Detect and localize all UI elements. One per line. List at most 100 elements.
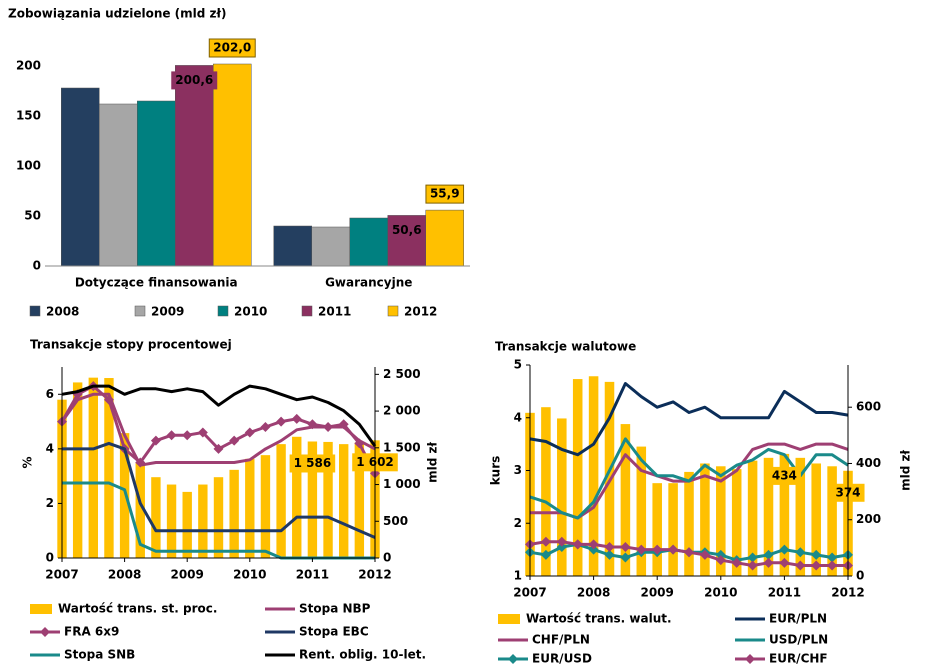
marker [260, 422, 271, 433]
bar [311, 226, 350, 267]
y2-tick-label: 600 [856, 400, 881, 414]
legend-marker [40, 627, 50, 637]
marker [795, 547, 806, 558]
marker [636, 544, 647, 555]
x-tick-label: 2007 [45, 568, 78, 582]
legend-label: 2009 [151, 305, 184, 319]
bar [636, 446, 647, 576]
marker [166, 430, 177, 441]
marker [150, 435, 161, 446]
x-tick-label: 2007 [513, 586, 546, 600]
value-label: 1 586 [294, 456, 332, 470]
y-tick-label: 200 [16, 59, 41, 73]
bar [260, 455, 271, 558]
bar [119, 433, 130, 558]
marker [811, 560, 822, 571]
line-series [62, 441, 376, 539]
legend-label: FRA 6x9 [64, 625, 119, 639]
y-tick-label: 4 [514, 410, 522, 424]
x-tick-label: 2008 [577, 586, 610, 600]
marker [354, 438, 365, 449]
marker [604, 549, 615, 560]
line-series [61, 384, 377, 447]
marker [556, 541, 567, 552]
bar [323, 441, 333, 558]
marker [827, 552, 838, 563]
marker [572, 539, 583, 550]
marker [747, 560, 758, 571]
marker [715, 555, 726, 566]
bar [245, 458, 255, 558]
y-tick-label: 150 [16, 109, 41, 123]
legend-label: 2012 [404, 305, 437, 319]
bar [229, 469, 239, 558]
bar [747, 460, 758, 576]
x-tick-label: 2009 [640, 586, 673, 600]
marker [795, 560, 806, 571]
legend-label: 2011 [318, 305, 351, 319]
legend-swatch [301, 305, 313, 317]
value-label-bg [767, 466, 801, 485]
y-tick-label: 0 [46, 551, 54, 565]
x-tick-label: Gwarancyjne [325, 276, 412, 290]
y2-tick-label: 500 [383, 514, 408, 528]
legend-swatch [217, 305, 229, 317]
marker [715, 549, 726, 560]
marker [668, 544, 679, 555]
marker [229, 435, 240, 446]
legend-label: 2008 [46, 305, 79, 319]
marker [540, 549, 551, 560]
bar [588, 376, 599, 576]
bar [88, 377, 98, 558]
marker [588, 539, 599, 550]
legend-label: Stopa NBP [299, 602, 371, 616]
legend-label: Stopa EBC [299, 625, 369, 639]
x-tick-label: 2012 [358, 568, 391, 582]
y-tick-label: 50 [24, 209, 41, 223]
marker [588, 544, 599, 555]
bar [137, 100, 176, 267]
y-tick-label: 2 [46, 496, 54, 510]
bar [827, 466, 837, 576]
x-tick-label: 2011 [768, 586, 801, 600]
bar [354, 442, 365, 558]
bar [61, 87, 100, 267]
x-tick-label: 2009 [170, 568, 203, 582]
marker [684, 547, 694, 558]
legend-label: Wartość trans. walut. [526, 612, 672, 626]
bar [716, 466, 726, 576]
y-axis-title: kurs [489, 456, 503, 486]
marker [556, 536, 567, 547]
value-label: 202,0 [213, 41, 251, 55]
marker [620, 552, 631, 563]
bar [795, 457, 806, 576]
y-tick-label: 100 [16, 159, 41, 173]
chart-title: Zobowiązania udzielone (mld zł) [8, 7, 226, 21]
legend-label: EUR/CHF [769, 652, 828, 665]
chart-title: Transakcje walutowe [495, 340, 636, 354]
marker [103, 394, 114, 405]
legend-swatch [387, 305, 399, 317]
marker [779, 544, 790, 555]
bar [276, 444, 286, 558]
value-label-bg [289, 454, 336, 473]
y-tick-label: 2 [514, 516, 522, 530]
y-tick-label: 0 [33, 259, 41, 273]
bar [779, 453, 790, 576]
y-tick-label: 4 [46, 441, 54, 455]
legend-label: Stopa SNB [64, 648, 135, 662]
y2-tick-label: 2 500 [383, 367, 421, 381]
legend-label: EUR/USD [532, 652, 592, 665]
marker [699, 549, 710, 560]
bar [349, 217, 388, 267]
bar [213, 477, 224, 558]
y2-tick-label: 2 000 [383, 404, 421, 418]
legend-label: USD/PLN [769, 633, 828, 647]
bar [763, 457, 774, 576]
marker [731, 557, 742, 568]
x-tick-label: 2010 [704, 586, 737, 600]
value-label: 55,9 [430, 187, 460, 201]
bar [273, 225, 312, 267]
value-label-bg [171, 71, 218, 90]
